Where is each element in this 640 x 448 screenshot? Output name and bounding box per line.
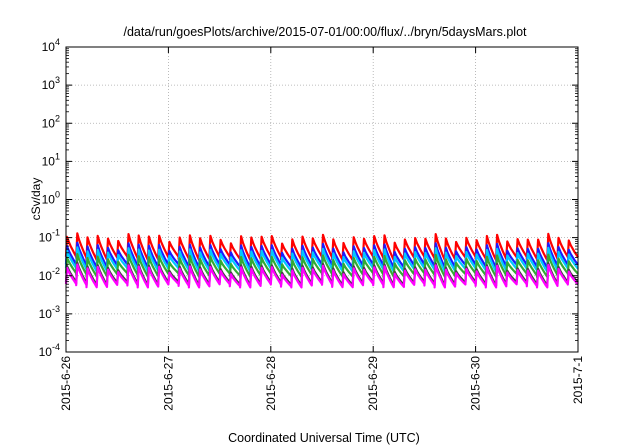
x-ticks: 2015-6-26 2015-6-27 2015-6-28 2015-6-29 2015… [59,47,585,411]
y-tick-label: 10-3 [39,304,60,321]
y-tick-label: 103 [42,75,60,92]
y-tick-label: 104 [42,37,60,54]
x-tick-label: 2015-6-30 [469,356,483,411]
chart-title: /data/run/goesPlots/archive/2015-07-01/0… [123,25,527,39]
series-line [64,263,579,289]
y-tick-label: 101 [42,151,60,168]
y-ticks: 10-4 10-3 10-2 10-1 100 101 102 103 104 [39,37,578,359]
y-tick-label: 102 [42,113,60,130]
x-axis-label: Coordinated Universal Time (UTC) [228,431,420,445]
x-tick-label: 2015-6-28 [264,356,278,411]
y-tick-label: 10-1 [39,228,60,245]
x-tick-label: 2015-6-26 [59,356,73,411]
y-tick-label: 10-4 [39,342,60,359]
x-tick-label: 2015-6-27 [161,356,175,411]
y-axis-label: cSv/day [29,178,43,221]
y-tick-label: 100 [42,190,60,207]
series-group [64,232,579,289]
x-tick-label: 2015-7-1 [571,356,585,404]
x-tick-label: 2015-6-29 [366,356,380,411]
grid [66,47,578,352]
y-tick-label: 10-2 [39,266,60,283]
